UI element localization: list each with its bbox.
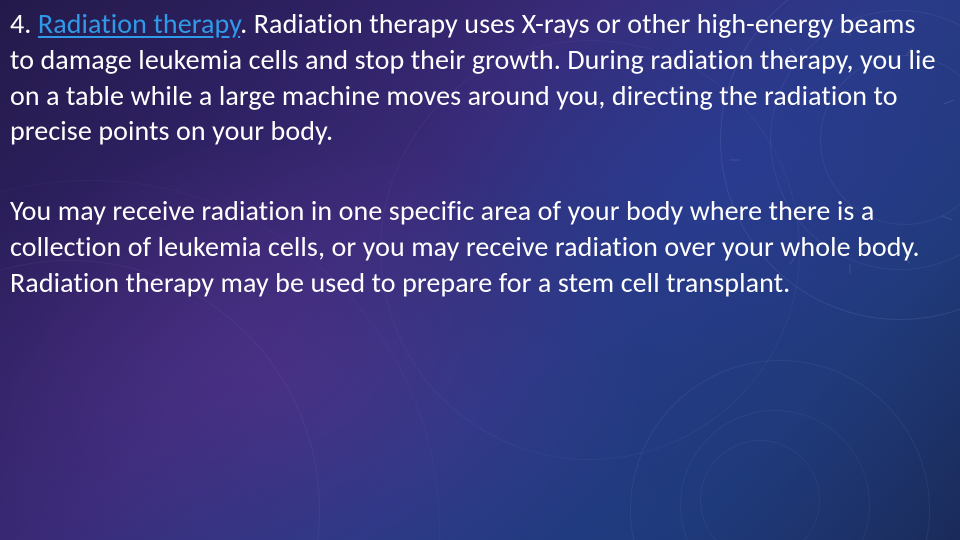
paragraph-2: You may receive radiation in one specifi… [10, 193, 940, 300]
deco-circle [630, 360, 930, 540]
deco-circle [680, 410, 870, 540]
paragraph-1: 4. Radiation therapy. Radiation therapy … [10, 6, 940, 149]
heading-suffix: . [240, 6, 254, 41]
slide-body: 4. Radiation therapy. Radiation therapy … [10, 6, 940, 345]
heading-link[interactable]: Radiation therapy [38, 6, 240, 41]
deco-circle [700, 440, 820, 540]
list-number: 4. [10, 6, 38, 41]
paragraph-2-body: You may receive radiation in one specifi… [10, 193, 920, 300]
slide: 4. Radiation therapy. Radiation therapy … [0, 0, 960, 540]
